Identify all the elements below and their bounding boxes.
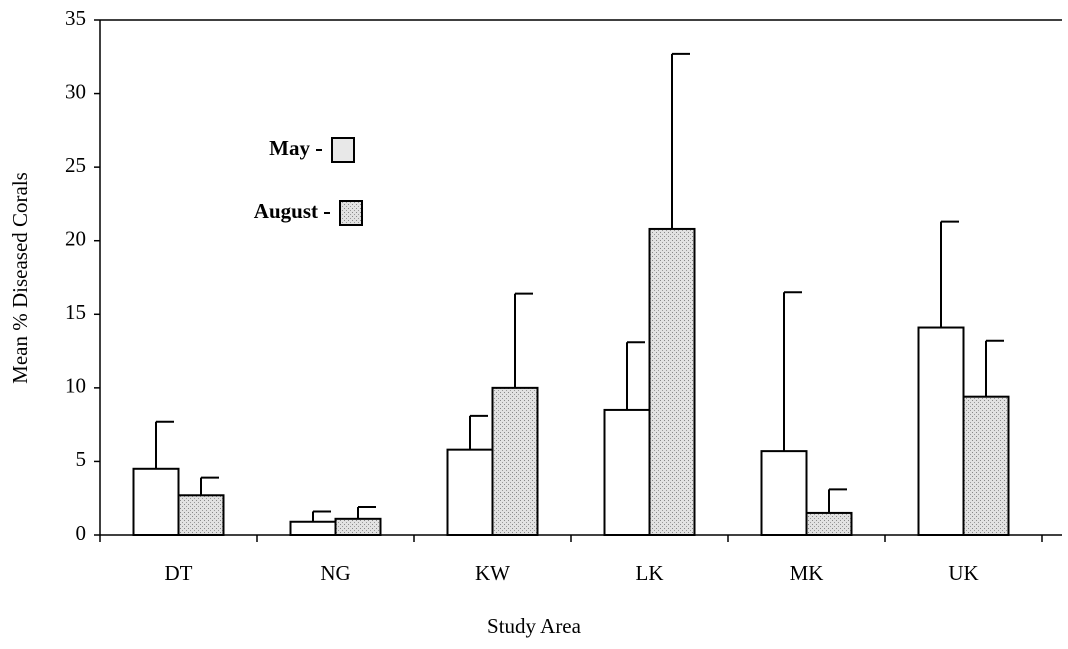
bar <box>334 517 382 536</box>
x-tick-label: KW <box>475 561 510 585</box>
x-tick-label: LK <box>636 561 664 585</box>
bar <box>962 395 1010 536</box>
y-tick-label: 0 <box>76 521 87 545</box>
x-tick-label: DT <box>165 561 193 585</box>
bar <box>760 450 808 536</box>
x-tick-label: UK <box>948 561 978 585</box>
bar <box>177 494 225 536</box>
y-tick-label: 30 <box>65 79 86 103</box>
bar <box>289 520 337 536</box>
bar <box>648 227 696 536</box>
bar <box>805 511 853 537</box>
y-tick-label: 25 <box>65 153 86 177</box>
bar <box>917 326 965 536</box>
bar <box>491 386 539 536</box>
bar <box>132 467 180 536</box>
legend-swatch <box>331 137 355 163</box>
x-tick-label: NG <box>320 561 350 585</box>
x-tick-label: MK <box>790 561 824 585</box>
y-tick-label: 5 <box>76 447 87 471</box>
bar <box>603 408 651 536</box>
y-tick-label: 20 <box>65 227 86 251</box>
bar <box>446 448 494 536</box>
y-axis-title: Mean % Diseased Corals <box>8 172 32 384</box>
legend-label: August <box>254 199 318 223</box>
y-tick-label: 10 <box>65 374 86 398</box>
legend-label: May <box>269 136 310 160</box>
legend-swatch <box>339 200 363 226</box>
x-axis-title: Study Area <box>487 614 582 638</box>
y-tick-label: 15 <box>65 300 86 324</box>
y-tick-label: 35 <box>65 6 86 30</box>
